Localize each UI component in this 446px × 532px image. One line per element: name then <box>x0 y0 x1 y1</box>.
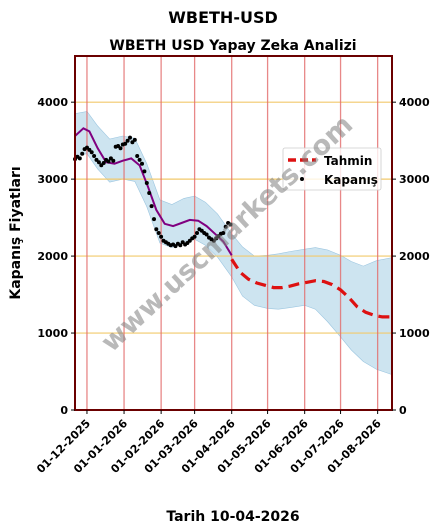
y-axis-label: Kapanış Fiyatları <box>8 166 24 299</box>
y-tick-label-right: 2000 <box>399 250 430 263</box>
legend-forecast-label: Tahmin <box>324 154 372 168</box>
close-point <box>137 157 142 162</box>
close-point <box>89 150 94 155</box>
close-point <box>204 232 209 237</box>
close-point <box>140 161 144 166</box>
plot-area <box>75 56 392 410</box>
close-point <box>195 231 199 235</box>
y-tick-label-right: 3000 <box>399 173 430 186</box>
close-point <box>147 191 152 195</box>
close-point <box>178 243 183 248</box>
close-point <box>223 224 228 229</box>
plot-frame <box>74 55 393 411</box>
chart-subtitle: WBETH USD Yapay Zeka Analizi <box>109 38 356 54</box>
x-axis-label: Tarih 10-04-2026 <box>166 509 299 525</box>
close-point <box>144 181 149 185</box>
close-point <box>135 154 140 158</box>
close-point <box>132 137 137 142</box>
series-layer <box>73 127 392 319</box>
close-point <box>228 222 233 227</box>
close-point <box>118 146 123 151</box>
close-point <box>125 138 130 143</box>
y-tick-label-left: 0 <box>60 404 68 417</box>
close-point <box>154 227 159 232</box>
close-point <box>111 158 116 163</box>
y-tick-label-left: 2000 <box>37 250 68 263</box>
close-point <box>142 169 147 174</box>
trend-line <box>74 127 233 256</box>
y-tick-label-right: 1000 <box>399 327 430 340</box>
y-tick-label-left: 4000 <box>37 96 68 109</box>
chart-title: WBETH-USD <box>168 8 278 27</box>
close-point <box>80 151 85 156</box>
close-point <box>156 231 161 235</box>
close-point <box>159 234 164 239</box>
close-point <box>106 159 111 164</box>
close-point <box>149 204 154 209</box>
close-point <box>221 231 226 235</box>
legend-close-label: Kapanış <box>324 173 378 187</box>
close-point <box>96 160 101 165</box>
y-tick-label-left: 1000 <box>37 327 68 340</box>
plot-background <box>75 56 392 410</box>
legend: Tahmin Kapanış <box>282 147 382 191</box>
y-tick-label-right: 0 <box>399 404 407 417</box>
close-point <box>152 217 156 222</box>
close-point <box>123 141 128 146</box>
close-point <box>92 154 97 158</box>
close-point <box>192 234 197 239</box>
forecast-line <box>230 258 392 319</box>
y-tick-label-left: 3000 <box>37 173 68 186</box>
close-point <box>77 156 82 161</box>
legend-close-swatch <box>300 177 304 181</box>
plot-frame-layer <box>74 55 393 411</box>
close-point <box>101 161 106 165</box>
y-tick-label-right: 4000 <box>399 96 430 109</box>
close-point <box>128 135 132 140</box>
